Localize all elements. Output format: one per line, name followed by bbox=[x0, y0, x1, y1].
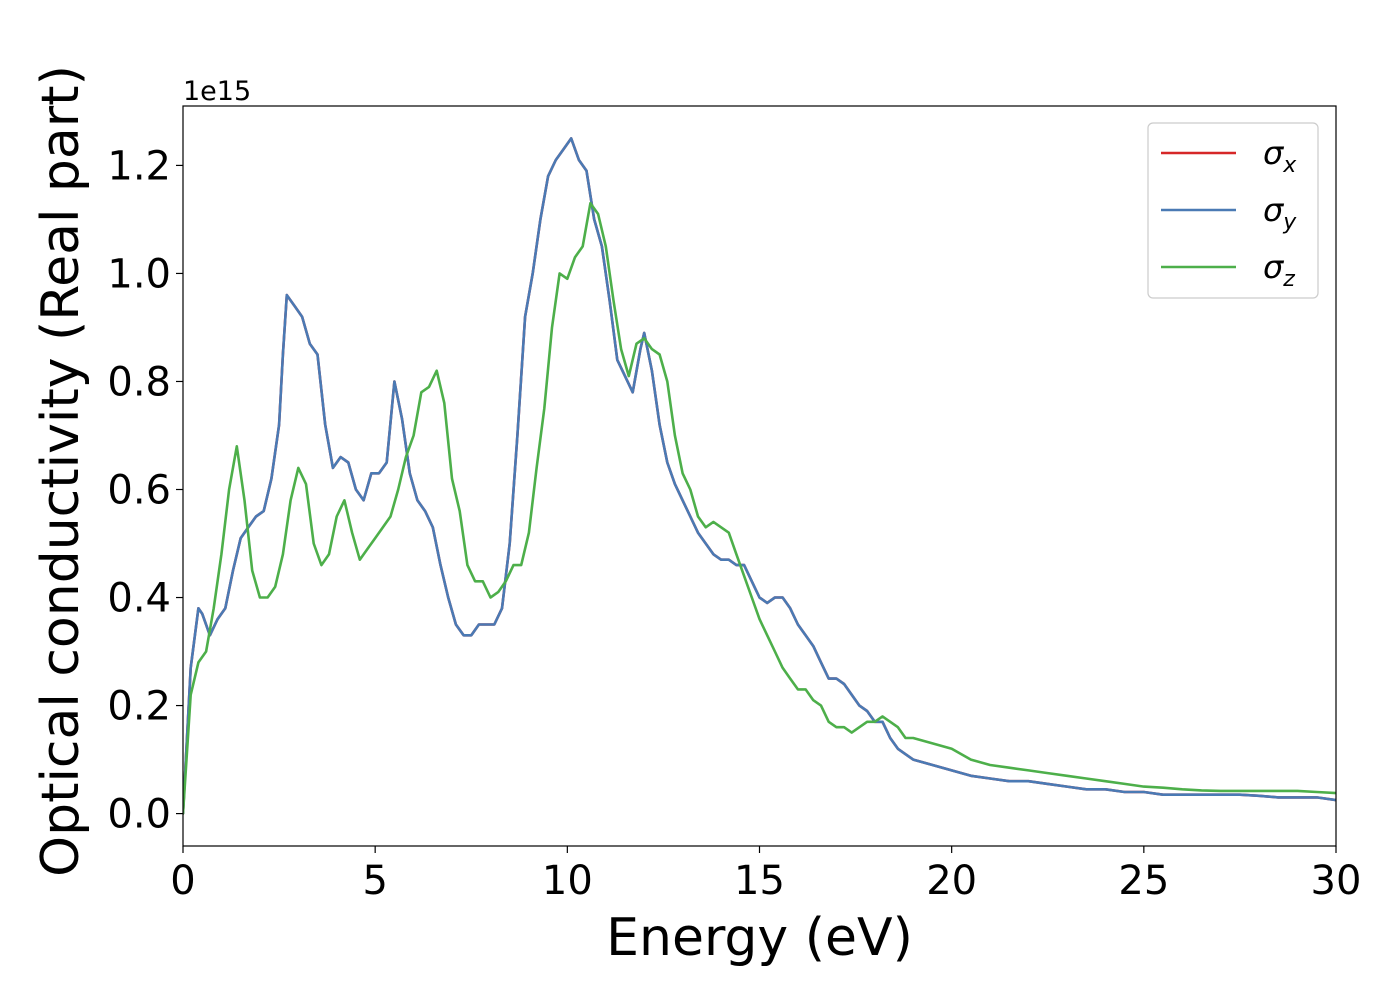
x-tick-label: 20 bbox=[926, 858, 977, 904]
x-tick-label: 5 bbox=[362, 858, 387, 904]
y-axis-label: Optical conductivity (Real part) bbox=[31, 65, 91, 877]
y-axis-ticks: 0.0 0.2 0.4 0.6 0.8 1.0 1.2 bbox=[107, 143, 183, 838]
series-line-z bbox=[183, 201, 1336, 815]
y-tick-label: 1.2 bbox=[107, 143, 171, 189]
y-tick-label: 0.8 bbox=[107, 359, 171, 405]
y-tick-label: 0.6 bbox=[107, 468, 171, 514]
series-line-y bbox=[183, 137, 1336, 815]
y-tick-label: 1.0 bbox=[107, 251, 171, 297]
y-tick-label: 0.2 bbox=[107, 684, 171, 730]
y-tick-label: 0.0 bbox=[107, 792, 171, 838]
series-layer bbox=[183, 137, 1336, 815]
legend-label-z: σz bbox=[1263, 248, 1295, 292]
legend-subscript-x: x bbox=[1282, 153, 1297, 178]
x-tick-label: 15 bbox=[734, 858, 785, 904]
y-tick-label: 0.4 bbox=[107, 576, 171, 622]
legend-subscript-z: z bbox=[1282, 267, 1295, 292]
x-tick-label: 0 bbox=[170, 858, 195, 904]
y-offset-label: 1e15 bbox=[183, 76, 251, 107]
x-axis-label: Energy (eV) bbox=[606, 908, 913, 968]
x-tick-label: 25 bbox=[1118, 858, 1169, 904]
x-tick-label: 30 bbox=[1311, 858, 1362, 904]
x-axis-ticks: 0 5 10 15 20 25 30 bbox=[170, 846, 1361, 904]
legend-subscript-y: y bbox=[1282, 210, 1297, 235]
x-tick-label: 10 bbox=[542, 858, 593, 904]
